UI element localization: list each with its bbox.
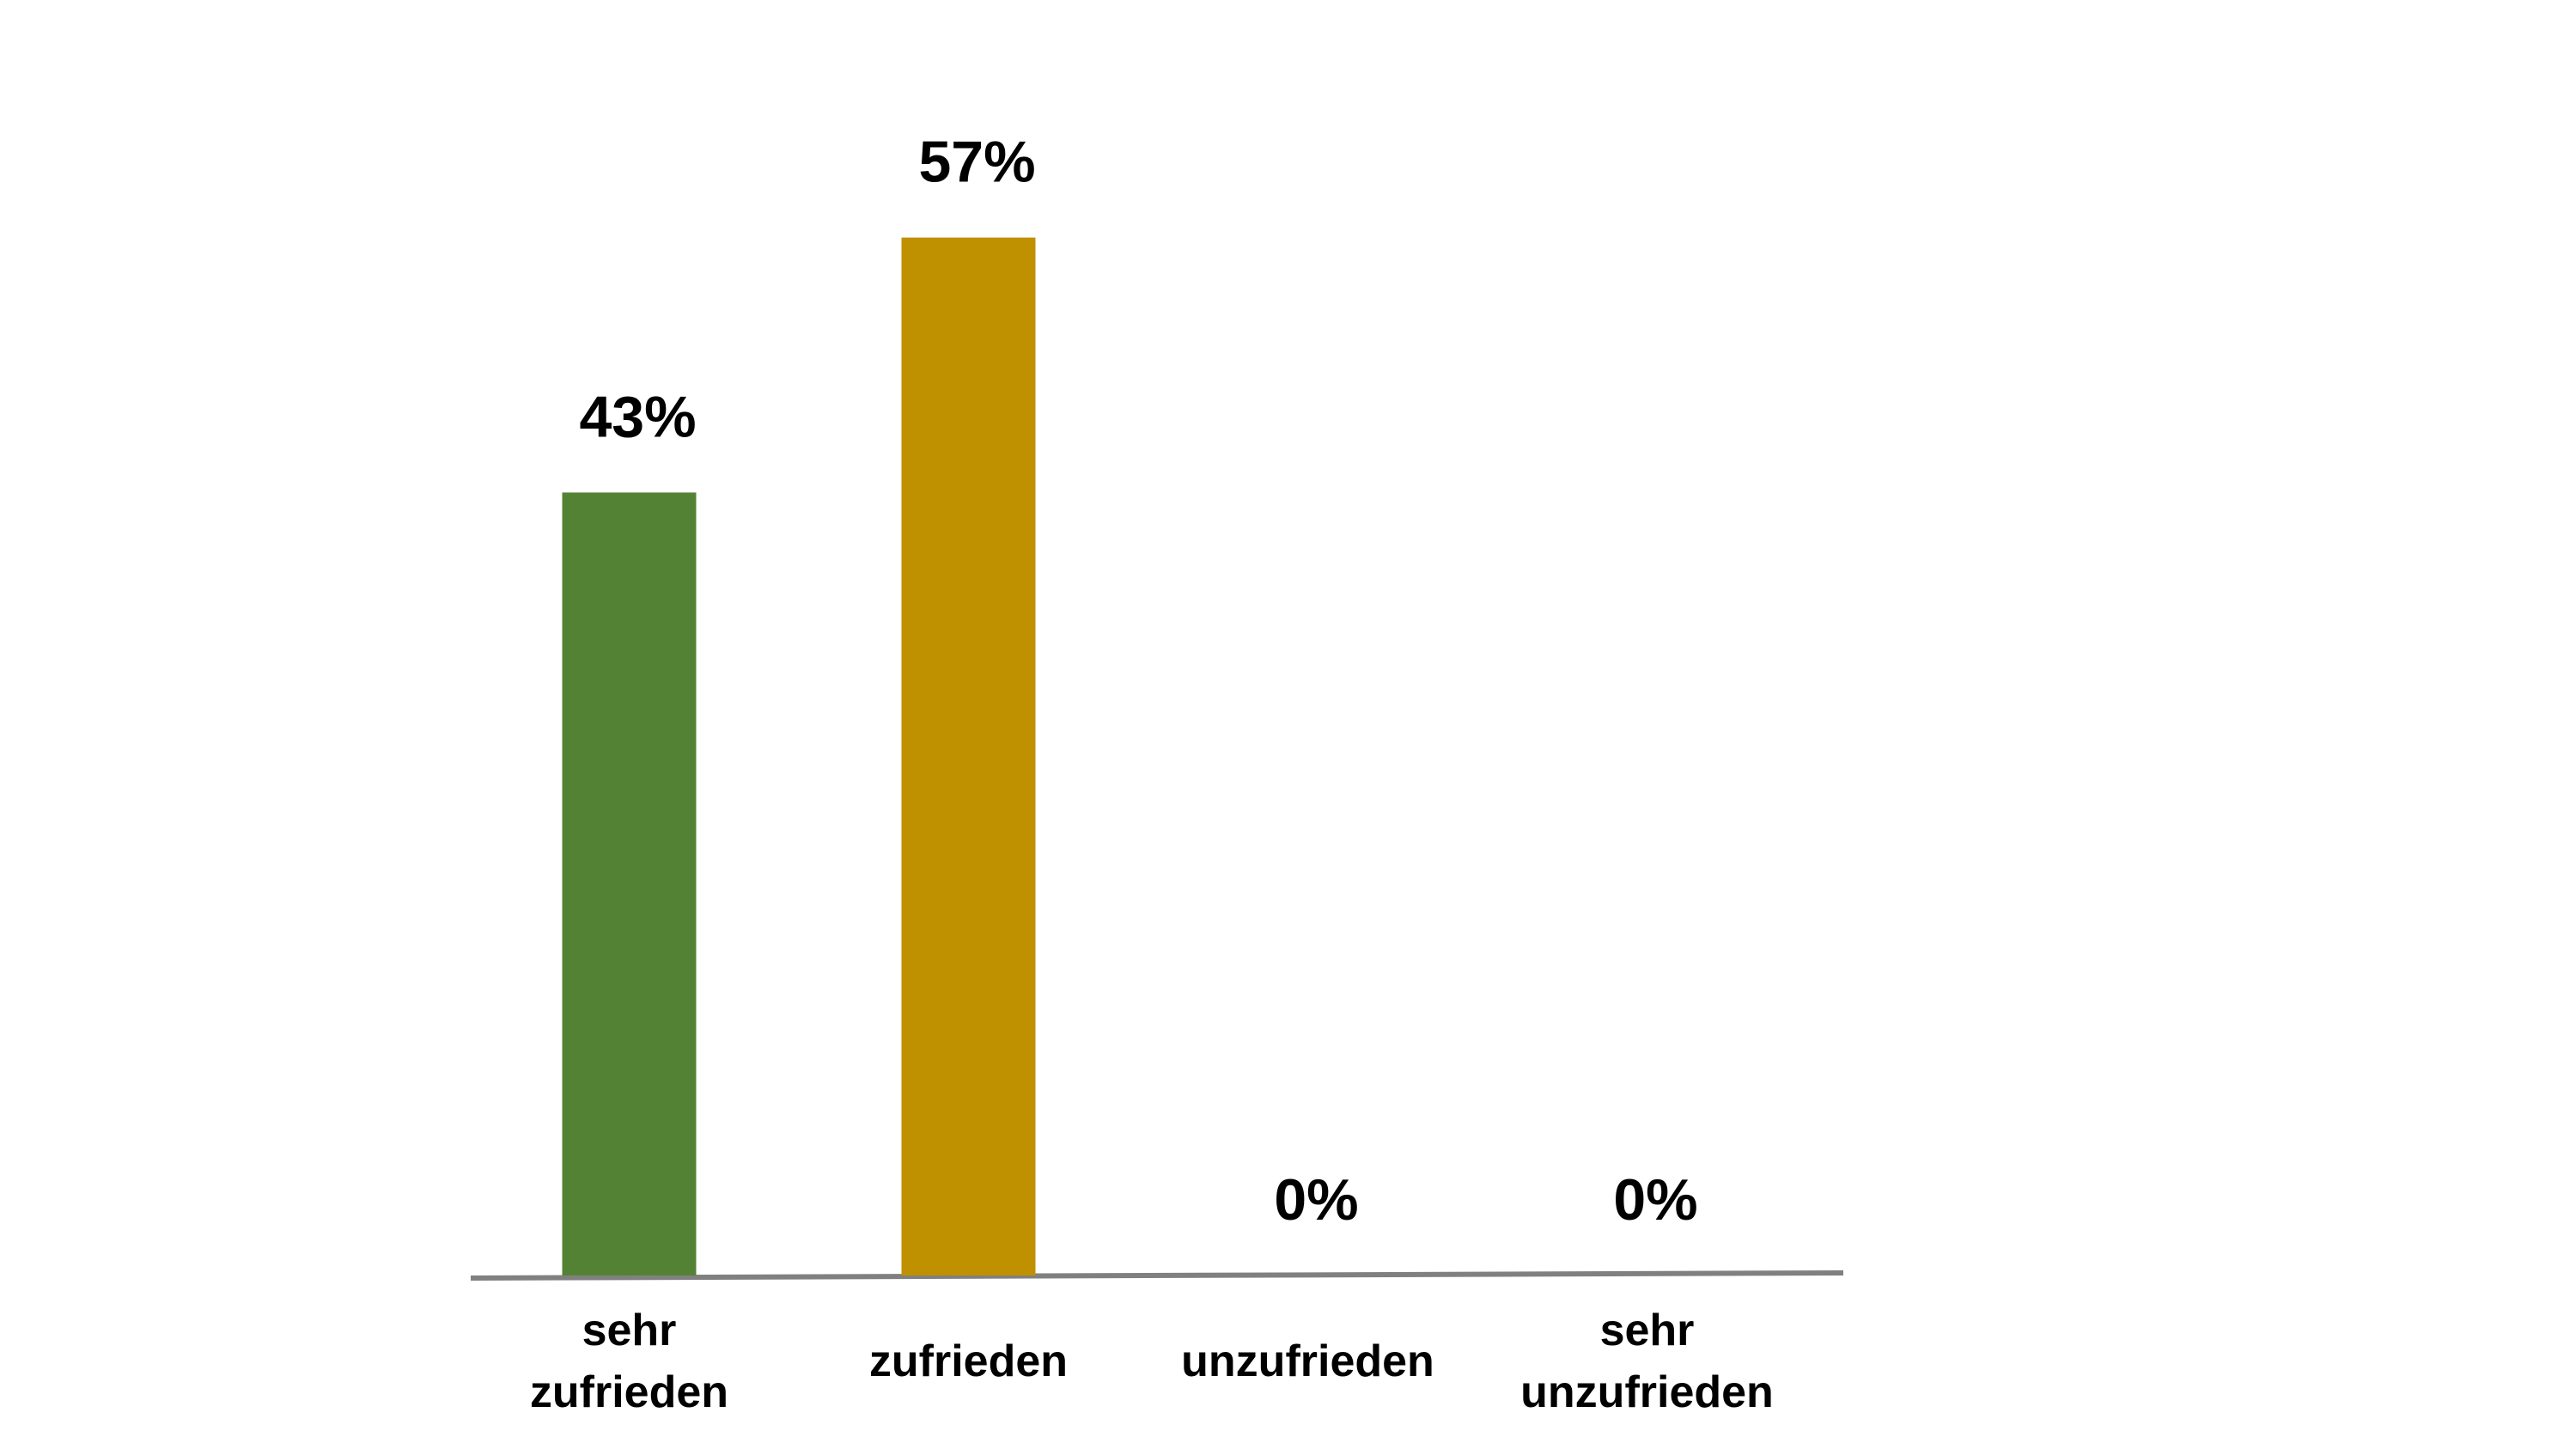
value-label: 57% [918,130,1035,195]
value-label: 43% [579,384,696,449]
bar [901,237,1036,1276]
x-axis [470,1270,1844,1281]
x-tick-label: sehr unzufrieden [1520,1306,1774,1417]
x-tick-label: sehr zufrieden [529,1306,729,1417]
x-tick-label: zufrieden [868,1336,1069,1386]
x-tick-label: unzufrieden [1181,1336,1434,1386]
value-label: 0% [1274,1167,1358,1233]
value-label: 0% [1613,1167,1697,1233]
bar [562,492,697,1275]
